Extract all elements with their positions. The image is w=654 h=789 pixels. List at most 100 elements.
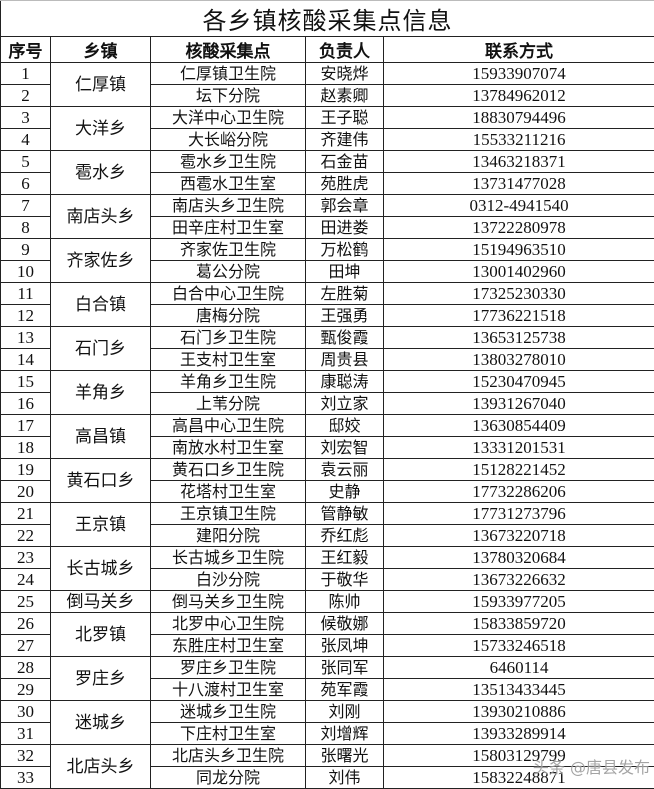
site-cell: 下庄村卫生室: [151, 723, 306, 745]
site-cell: 雹水乡卫生院: [151, 151, 306, 173]
header-contact: 联系方式: [384, 37, 654, 63]
person-cell: 赵素卿: [306, 85, 384, 107]
town-cell: 大洋乡: [51, 107, 151, 151]
site-cell: 葛公分院: [151, 261, 306, 283]
phone-cell: 15230470945: [384, 371, 654, 393]
phone-cell: 0312-4941540: [384, 195, 654, 217]
header-index: 序号: [1, 37, 51, 63]
person-cell: 左胜菊: [306, 283, 384, 305]
town-cell: 仁厚镇: [51, 63, 151, 107]
phone-cell: 13803278010: [384, 349, 654, 371]
phone-cell: 13722280978: [384, 217, 654, 239]
index-cell: 2: [1, 85, 51, 107]
index-cell: 22: [1, 525, 51, 547]
index-cell: 28: [1, 657, 51, 679]
site-cell: 仁厚镇卫生院: [151, 63, 306, 85]
town-cell: 羊角乡: [51, 371, 151, 415]
index-cell: 19: [1, 459, 51, 481]
phone-cell: 15128221452: [384, 459, 654, 481]
phone-cell: 13331201531: [384, 437, 654, 459]
person-cell: 康聪涛: [306, 371, 384, 393]
site-cell: 南放水村卫生室: [151, 437, 306, 459]
person-cell: 王红毅: [306, 547, 384, 569]
person-cell: 石金苗: [306, 151, 384, 173]
person-cell: 管静敏: [306, 503, 384, 525]
phone-cell: 17325230330: [384, 283, 654, 305]
site-cell: 坛下分院: [151, 85, 306, 107]
index-cell: 15: [1, 371, 51, 393]
person-cell: 苑军霞: [306, 679, 384, 701]
index-cell: 12: [1, 305, 51, 327]
phone-cell: 13784962012: [384, 85, 654, 107]
site-cell: 白沙分院: [151, 569, 306, 591]
site-cell: 十八渡村卫生室: [151, 679, 306, 701]
phone-cell: 13513433445: [384, 679, 654, 701]
town-cell: 长古城乡: [51, 547, 151, 591]
index-cell: 3: [1, 107, 51, 129]
person-cell: 安晓烨: [306, 63, 384, 85]
phone-cell: 15933977205: [384, 591, 654, 613]
phone-cell: 13673226632: [384, 569, 654, 591]
phone-cell: 18830794496: [384, 107, 654, 129]
site-cell: 高昌中心卫生院: [151, 415, 306, 437]
header-town: 乡镇: [51, 37, 151, 63]
site-cell: 西雹水卫生室: [151, 173, 306, 195]
site-cell: 石门乡卫生院: [151, 327, 306, 349]
phone-cell: 13653125738: [384, 327, 654, 349]
person-cell: 刘伟: [306, 767, 384, 789]
phone-cell: 17732286206: [384, 481, 654, 503]
site-cell: 花塔村卫生室: [151, 481, 306, 503]
phone-cell: 15194963510: [384, 239, 654, 261]
town-cell: 倒马关乡: [51, 591, 151, 613]
phone-cell: 15733246518: [384, 635, 654, 657]
phone-cell: 13731477028: [384, 173, 654, 195]
person-cell: 刘宏智: [306, 437, 384, 459]
person-cell: 邸姣: [306, 415, 384, 437]
index-cell: 1: [1, 63, 51, 85]
site-cell: 同龙分院: [151, 767, 306, 789]
table-title: 各乡镇核酸采集点信息: [1, 1, 654, 37]
phone-cell: 6460114: [384, 657, 654, 679]
site-cell: 建阳分院: [151, 525, 306, 547]
town-cell: 高昌镇: [51, 415, 151, 459]
person-cell: 陈帅: [306, 591, 384, 613]
person-cell: 王子聪: [306, 107, 384, 129]
site-cell: 大长峪分院: [151, 129, 306, 151]
site-cell: 长古城乡卫生院: [151, 547, 306, 569]
person-cell: 郭会章: [306, 195, 384, 217]
index-cell: 33: [1, 767, 51, 789]
phone-cell: 15933907074: [384, 63, 654, 85]
index-cell: 31: [1, 723, 51, 745]
site-cell: 罗庄乡卫生院: [151, 657, 306, 679]
site-cell: 北店头乡卫生院: [151, 745, 306, 767]
phone-cell: 13931267040: [384, 393, 654, 415]
site-cell: 白合中心卫生院: [151, 283, 306, 305]
person-cell: 张同军: [306, 657, 384, 679]
person-cell: 刘增辉: [306, 723, 384, 745]
phone-cell: 17731273796: [384, 503, 654, 525]
index-cell: 23: [1, 547, 51, 569]
site-cell: 唐梅分院: [151, 305, 306, 327]
index-cell: 7: [1, 195, 51, 217]
index-cell: 20: [1, 481, 51, 503]
person-cell: 万松鹤: [306, 239, 384, 261]
title-row: 各乡镇核酸采集点信息: [1, 1, 654, 37]
person-cell: 张凤坤: [306, 635, 384, 657]
index-cell: 6: [1, 173, 51, 195]
site-cell: 羊角乡卫生院: [151, 371, 306, 393]
index-cell: 17: [1, 415, 51, 437]
site-cell: 东胜庄村卫生室: [151, 635, 306, 657]
town-cell: 石门乡: [51, 327, 151, 371]
index-cell: 14: [1, 349, 51, 371]
